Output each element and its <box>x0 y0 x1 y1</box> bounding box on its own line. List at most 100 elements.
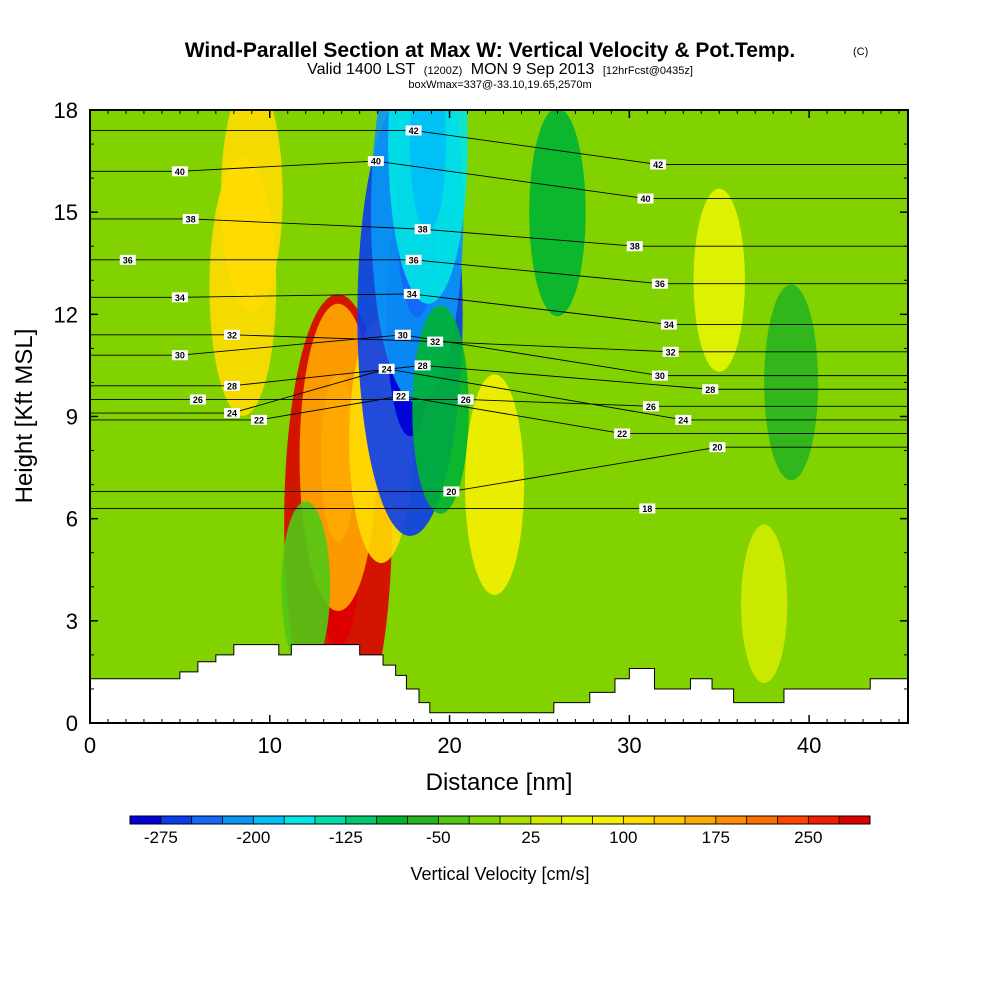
velocity-cell-12 <box>693 188 745 372</box>
contour-label-8: 36 <box>119 254 136 265</box>
contour-label-text: 36 <box>123 255 133 265</box>
velocity-core-1 <box>320 372 356 542</box>
contour-label-22: 28 <box>702 384 719 395</box>
colorbar-segment <box>808 816 840 824</box>
colorbar-segment <box>715 816 747 824</box>
contour-label-6: 38 <box>414 224 431 235</box>
contour-label-19: 30 <box>651 370 668 381</box>
colorbar-tick-label: 175 <box>702 828 730 847</box>
contour-label-text: 28 <box>418 361 428 371</box>
subtitle-forecast: [12hrFcst@0435z] <box>603 65 693 77</box>
theta-contour-20 <box>90 446 908 492</box>
plot-area: 42 42 40 40 40 38 38 38 36 36 36 34 34 34 32 32 32 30 30 30… <box>90 110 908 723</box>
contour-label-text: 20 <box>446 487 456 497</box>
colorbar-segment <box>160 816 192 824</box>
contour-label-text: 24 <box>382 364 392 374</box>
colorbar-tick-label: 100 <box>609 828 637 847</box>
contour-label-text: 40 <box>641 194 651 204</box>
theta-contour-42 <box>90 129 908 165</box>
colorbar-tick-label: 250 <box>794 828 822 847</box>
contour-label-text: 26 <box>461 395 471 405</box>
colorbar-segment <box>746 816 778 824</box>
contour-label-text: 24 <box>678 415 688 425</box>
contour-label-14: 32 <box>224 329 241 340</box>
terrain-mask <box>90 644 908 723</box>
colorbar-segment <box>191 816 223 824</box>
colorbar-segment <box>623 816 655 824</box>
colorbar <box>129 815 871 825</box>
colorbar-tick-label: -275 <box>144 828 178 847</box>
contour-label-9: 36 <box>405 254 422 265</box>
contour-label-text: 18 <box>642 504 652 514</box>
colorbar-frame <box>129 815 871 825</box>
velocity-cell-13 <box>741 524 788 684</box>
colorbar-segment <box>561 816 593 824</box>
box-info: boxWmax=337@-33.10,19.65,2570m <box>408 79 591 91</box>
subtitle-utc: (1200Z) <box>424 65 463 77</box>
title-copyright-mark: (C) <box>853 46 868 58</box>
y-tick-label: 9 <box>66 405 78 430</box>
contour-label-28: 24 <box>675 414 692 425</box>
contour-label-24: 26 <box>457 394 474 405</box>
contour-label-0: 42 <box>405 125 422 136</box>
contour-label-text: 34 <box>407 289 417 299</box>
contour-label-32: 20 <box>443 486 460 497</box>
y-tick-label: 12 <box>54 302 78 327</box>
colorbar-segment <box>469 816 500 824</box>
contour-label-text: 26 <box>646 402 656 412</box>
contour-label-text: 22 <box>617 429 627 439</box>
colorbar-segment <box>530 816 562 824</box>
y-tick-label: 18 <box>54 98 78 123</box>
contour-label-17: 30 <box>171 350 188 361</box>
contour-label-text: 28 <box>227 381 237 391</box>
velocity-cell-4 <box>220 110 283 312</box>
chart-title: Wind-Parallel Section at Max W: Vertical… <box>185 39 796 62</box>
contour-label-27: 24 <box>378 363 395 374</box>
contour-label-4: 40 <box>637 193 654 204</box>
y-tick-label: 6 <box>66 507 78 532</box>
colorbar-segment <box>500 816 531 824</box>
colorbar-segment <box>345 816 377 824</box>
colorbar-tick-label: -125 <box>329 828 363 847</box>
contour-label-15: 32 <box>427 336 444 347</box>
colorbar-tick-label: -50 <box>426 828 451 847</box>
contour-label-text: 32 <box>666 347 676 357</box>
velocity-field <box>209 110 819 723</box>
colorbar-segment <box>777 816 809 824</box>
contour-label-11: 34 <box>171 292 188 303</box>
velocity-cell-14 <box>281 501 331 673</box>
contour-label-text: 32 <box>430 337 440 347</box>
colorbar-segment <box>407 816 439 824</box>
colorbar-ticks: -275 -200 -125 -50 25 100 175 250 <box>144 828 823 847</box>
colorbar-segment <box>839 816 870 824</box>
contour-label-25: 26 <box>642 401 659 412</box>
contour-label-30: 22 <box>393 391 410 402</box>
colorbar-segment <box>685 816 716 824</box>
colorbar-segment <box>592 816 624 824</box>
contour-label-3: 40 <box>367 156 384 167</box>
contour-label-2: 40 <box>171 166 188 177</box>
x-axis-label: Distance [nm] <box>426 769 573 796</box>
contour-label-5: 38 <box>182 213 199 224</box>
contour-label-text: 30 <box>175 351 185 361</box>
contour-label-text: 42 <box>409 126 419 136</box>
contour-label-1: 42 <box>650 159 667 170</box>
contour-label-text: 36 <box>409 255 419 265</box>
velocity-cell-11 <box>764 284 819 481</box>
x-axis-ticks: 0 10 20 30 40 <box>84 110 900 758</box>
contour-label-text: 38 <box>186 214 196 224</box>
colorbar-segment <box>315 816 346 824</box>
contour-labels: 42 42 40 40 40 38 38 38 36 36 36 34 34 34 32 32 32 30 30 30… <box>119 125 726 514</box>
contour-label-text: 28 <box>705 385 715 395</box>
contour-label-34: 18 <box>639 503 656 514</box>
contour-label-18: 30 <box>394 329 411 340</box>
contour-label-16: 32 <box>662 346 679 357</box>
colorbar-segment <box>438 816 470 824</box>
contour-label-33: 20 <box>709 442 726 453</box>
subtitle-valid: Valid 1400 LST <box>307 61 415 78</box>
contour-label-10: 36 <box>651 278 668 289</box>
y-tick-label: 0 <box>66 711 78 736</box>
contour-label-29: 22 <box>250 414 267 425</box>
